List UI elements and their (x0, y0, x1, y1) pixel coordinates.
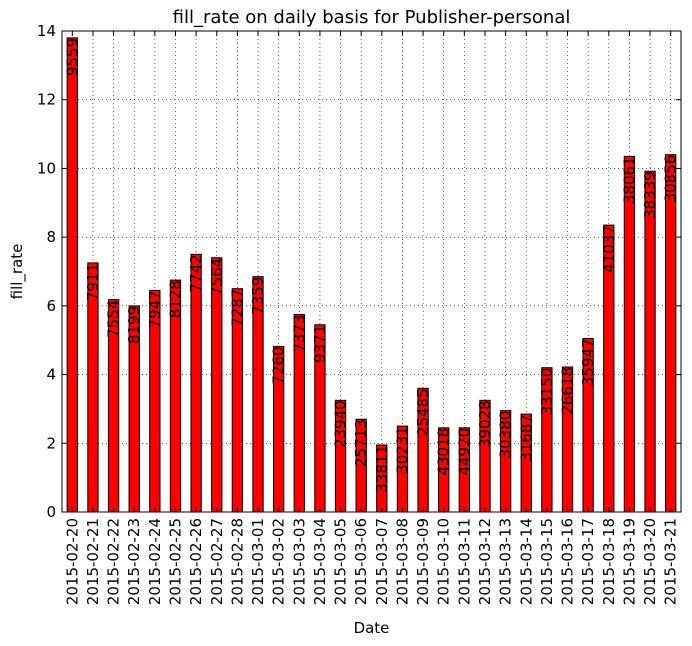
bar-data-label: 7742 (187, 254, 205, 292)
bar-data-label: 30231 (393, 426, 411, 474)
x-tick-label: 2015-03-12 (476, 518, 494, 605)
x-axis-title: Date (354, 619, 390, 637)
y-tick-label: 6 (46, 297, 56, 315)
bar (665, 154, 677, 513)
x-tick-label: 2015-02-24 (146, 518, 164, 605)
bar-data-label: 7947 (146, 290, 164, 328)
bar-data-label: 7911 (84, 263, 102, 301)
x-tick-label: 2015-03-01 (249, 518, 267, 605)
x-tick-label: 2015-03-02 (270, 518, 288, 605)
bar-data-label: 38061 (620, 156, 638, 204)
bar-data-label: 26618 (559, 367, 577, 415)
x-tick-label: 2015-03-03 (290, 518, 308, 605)
x-tick-label: 2015-03-15 (538, 518, 556, 605)
x-tick-label: 2015-03-09 (414, 518, 432, 605)
bar-data-label: 25485 (414, 388, 432, 436)
x-tick-label: 2015-02-20 (63, 518, 81, 605)
x-tick-label: 2015-03-14 (517, 518, 535, 605)
x-tick-label: 2015-02-27 (208, 518, 226, 605)
bar-data-label: 39028 (476, 400, 494, 448)
x-tick-label: 2015-03-04 (311, 518, 329, 605)
bar-data-label: 9559 (63, 38, 81, 76)
bar-data-label: 38339 (641, 171, 659, 219)
y-axis-title: fill_rate (8, 244, 27, 300)
bar-data-label: 31687 (517, 414, 535, 462)
bar-data-label: 35947 (579, 338, 597, 386)
y-tick-label: 0 (46, 503, 56, 521)
bar-data-label: 30856 (662, 155, 680, 203)
bar-data-label: 8199 (125, 306, 143, 344)
x-tick-label: 2015-02-26 (187, 518, 205, 605)
x-tick-label: 2015-02-22 (105, 518, 123, 605)
bar-data-label: 7373 (290, 314, 308, 352)
bar-data-label: 44920 (455, 428, 473, 476)
bar (623, 155, 636, 513)
bar-data-label: 30380 (497, 411, 515, 459)
x-tick-label: 2015-03-06 (352, 518, 370, 605)
y-tick-label: 4 (46, 366, 56, 384)
x-tick-label: 2015-03-10 (435, 518, 453, 605)
x-tick-label: 2015-03-17 (579, 518, 597, 605)
x-tick-label: 2015-03-08 (393, 518, 411, 605)
bar-data-label: 8128 (166, 280, 184, 318)
x-tick-label: 2015-03-20 (641, 518, 659, 605)
y-tick-label: 12 (37, 91, 56, 109)
chart-title: fill_rate on daily basis for Publisher-p… (173, 7, 571, 28)
x-tick-label: 2015-03-11 (455, 518, 473, 605)
bar-data-label: 7554 (105, 300, 123, 338)
bar-data-label: 9371 (311, 325, 329, 363)
bar-data-label: 23940 (332, 400, 350, 448)
x-tick-label: 2015-02-28 (228, 518, 246, 605)
x-tick-label: 2015-03-07 (373, 518, 391, 605)
bar-data-label: 7260 (270, 346, 288, 384)
bar-data-label: 25713 (352, 419, 370, 467)
bar-data-label: 41037 (600, 225, 618, 273)
x-tick-label: 2015-02-25 (166, 518, 184, 605)
y-tick-label: 14 (37, 22, 56, 40)
x-tick-label: 2015-03-18 (600, 518, 618, 605)
y-tick-label: 2 (46, 434, 56, 452)
bar-data-label: 7359 (249, 277, 267, 315)
bar (66, 37, 78, 513)
x-tick-label: 2015-03-05 (332, 518, 350, 605)
bar-data-label: 7564 (208, 258, 226, 296)
x-tick-label: 2015-03-16 (559, 518, 577, 605)
bar-data-label: 43018 (435, 428, 453, 476)
bar-data-label: 7287 (228, 289, 246, 327)
bar-data-label: 33150 (538, 368, 556, 416)
y-tick-label: 8 (46, 228, 56, 246)
bar-data-label: 33811 (373, 445, 391, 493)
plot-frame (61, 30, 682, 513)
x-tick-label: 2015-03-19 (620, 518, 638, 605)
x-tick-label: 2015-03-21 (662, 518, 680, 605)
x-tick-label: 2015-03-13 (497, 518, 515, 605)
y-tick-label: 10 (37, 159, 56, 177)
x-tick-label: 2015-02-21 (84, 518, 102, 605)
bar (644, 170, 656, 513)
x-tick-label: 2015-02-23 (125, 518, 143, 605)
